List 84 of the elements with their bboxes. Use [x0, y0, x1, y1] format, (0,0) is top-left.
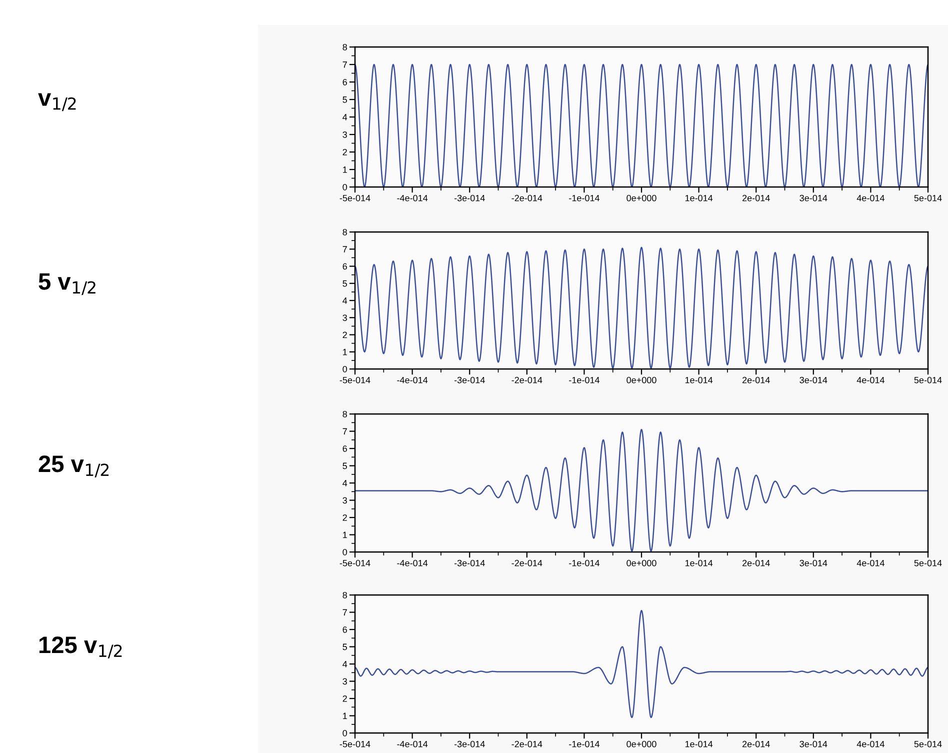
x-tick-label: 2e-014 [742, 194, 770, 202]
x-tick-label: 3e-014 [800, 560, 828, 566]
x-tick-label: 3e-014 [800, 740, 828, 748]
x-tick-label: 4e-014 [856, 560, 884, 566]
y-tick-label: 4 [342, 114, 348, 120]
y-tick-label: 6 [342, 263, 347, 270]
y-tick-label: 3 [342, 678, 347, 685]
y-tick-label: 6 [342, 445, 347, 452]
x-tick-label: -5e-014 [340, 194, 370, 202]
y-tick-label: 1 [343, 348, 347, 356]
x-tick-label: 4e-014 [856, 194, 884, 202]
y-tick-label: 8 [342, 44, 347, 50]
y-tick-label: 1 [343, 532, 347, 538]
x-tick-label: -3e-014 [454, 560, 485, 566]
x-tick-label: 1e-014 [685, 560, 713, 566]
x-tick-label: -5e-014 [340, 560, 370, 566]
x-tick-label: 4e-014 [856, 376, 884, 384]
y-tick-label: 7 [342, 428, 347, 435]
x-tick-label: 1e-014 [685, 376, 713, 384]
x-tick-label: -2e-014 [512, 560, 542, 566]
x-tick-label: 5e-014 [914, 376, 942, 384]
y-tick-label: 2 [342, 148, 347, 156]
x-tick-label: -3e-014 [454, 194, 485, 202]
x-tick-label: -5e-014 [340, 740, 370, 748]
y-tick-label: 0 [342, 366, 348, 372]
x-tick-label: -1e-014 [569, 740, 600, 748]
y-tick-label: 5 [342, 96, 347, 103]
y-tick-label: 6 [342, 626, 347, 633]
y-tick-label: 3 [342, 314, 347, 321]
y-tick-label: 0 [342, 730, 348, 736]
x-tick-label: 5e-014 [914, 194, 942, 202]
y-tick-label: 5 [342, 644, 347, 650]
x-tick-label: 3e-014 [800, 376, 828, 384]
y-tick-label: 5 [342, 280, 347, 287]
y-tick-label: 4 [342, 480, 348, 486]
y-tick-label: 0 [342, 548, 348, 556]
x-tick-label: -3e-014 [454, 740, 485, 748]
x-tick-label: 1e-014 [685, 740, 713, 748]
x-tick-label: 2e-014 [742, 560, 770, 566]
x-tick-label: 0e+000 [626, 560, 656, 566]
x-tick-label: -3e-014 [454, 376, 485, 384]
x-tick-label: 0e+000 [626, 194, 656, 202]
y-tick-label: 2 [342, 332, 347, 338]
x-tick-label: -1e-014 [569, 376, 600, 384]
x-tick-label: -2e-014 [512, 740, 542, 748]
x-tick-label: -4e-014 [397, 560, 428, 566]
x-tick-label: -1e-014 [569, 194, 600, 202]
x-tick-label: -2e-014 [512, 376, 542, 384]
x-tick-label: 5e-014 [914, 560, 942, 566]
y-tick-label: 8 [342, 228, 347, 236]
y-tick-label: 8 [342, 410, 347, 418]
y-tick-label: 1 [343, 166, 347, 173]
x-tick-label: -4e-014 [397, 194, 428, 202]
y-tick-label: 7 [342, 246, 347, 252]
y-tick-label: 7 [342, 609, 347, 616]
x-tick-label: 4e-014 [856, 740, 884, 748]
y-tick-label: 1 [343, 712, 347, 720]
x-tick-label: -5e-014 [340, 376, 370, 384]
x-tick-label: 5e-014 [914, 740, 942, 748]
y-tick-label: 2 [342, 514, 347, 521]
y-axis-title: v$_{1/2}$ [38, 93, 76, 112]
y-axis-title: 5 v$_{1/2}$ [38, 273, 96, 295]
x-tick-label: 3e-014 [800, 194, 828, 202]
y-tick-label: 7 [342, 62, 347, 68]
y-tick-label: 0 [342, 184, 348, 190]
y-tick-label: 8 [342, 592, 347, 598]
x-tick-label: -1e-014 [569, 560, 600, 566]
y-tick-label: 5 [342, 462, 347, 470]
y-axis-title: 25 v$_{1/2}$ [38, 455, 109, 478]
x-tick-label: 2e-014 [742, 740, 770, 748]
y-tick-label: 3 [342, 131, 347, 138]
x-tick-label: 0e+000 [626, 376, 656, 384]
y-axis-title: 125 v$_{1/2}$ [39, 636, 122, 658]
x-tick-label: -4e-014 [397, 376, 428, 384]
y-tick-label: 4 [342, 298, 348, 304]
y-tick-label: 4 [342, 661, 348, 668]
y-tick-label: 6 [342, 78, 347, 86]
x-tick-label: -2e-014 [512, 194, 542, 202]
y-tick-label: 3 [342, 497, 347, 504]
x-tick-label: -4e-014 [397, 740, 428, 748]
y-tick-label: 2 [342, 695, 347, 702]
x-tick-label: 0e+000 [626, 740, 656, 748]
x-tick-label: 1e-014 [685, 194, 713, 202]
x-tick-label: 2e-014 [742, 376, 770, 384]
